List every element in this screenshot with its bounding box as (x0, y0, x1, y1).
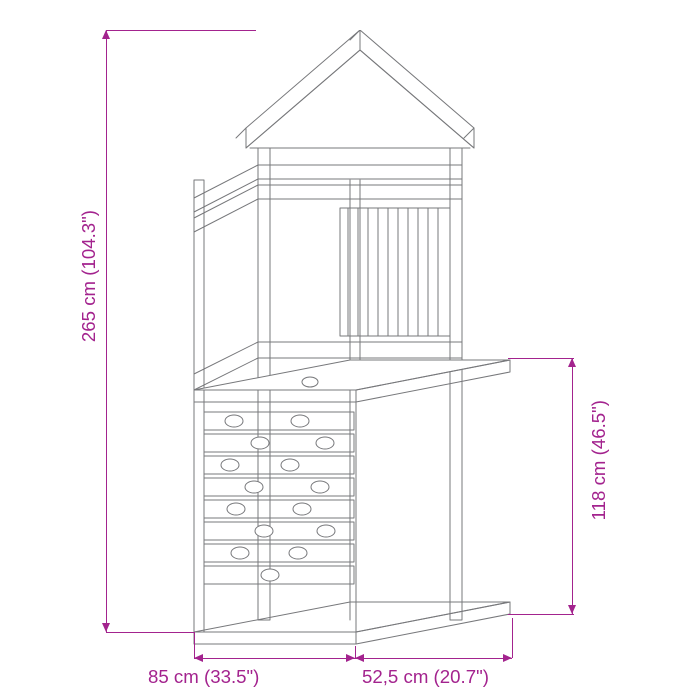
arrow-icon (102, 30, 110, 39)
arrow-icon (355, 654, 364, 662)
product-drawing (190, 30, 530, 650)
dim-label-total-height: 265 cm (104.3") (78, 210, 100, 342)
dim-label-depth: 85 cm (33.5") (148, 666, 259, 688)
dim-line-width (355, 658, 512, 659)
arrow-icon (102, 623, 110, 632)
dim-line-platform-height (572, 358, 573, 614)
arrow-icon (503, 654, 512, 662)
ext-line (508, 614, 574, 615)
ext-line (194, 632, 195, 658)
dim-line-depth (194, 658, 355, 659)
ext-line (106, 30, 256, 31)
ext-line (508, 358, 574, 359)
ext-line (106, 632, 194, 633)
arrow-icon (568, 605, 576, 614)
arrow-icon (568, 358, 576, 367)
arrow-icon (194, 654, 203, 662)
diagram-stage: 265 cm (104.3") 118 cm (46.5") 85 cm (33… (0, 0, 700, 700)
arrow-icon (346, 654, 355, 662)
dim-label-platform-height: 118 cm (46.5") (588, 400, 610, 520)
dim-line-total-height (106, 30, 107, 632)
ext-line (355, 646, 356, 658)
dim-label-width: 52,5 cm (20.7") (362, 666, 489, 688)
ext-line (512, 618, 513, 658)
